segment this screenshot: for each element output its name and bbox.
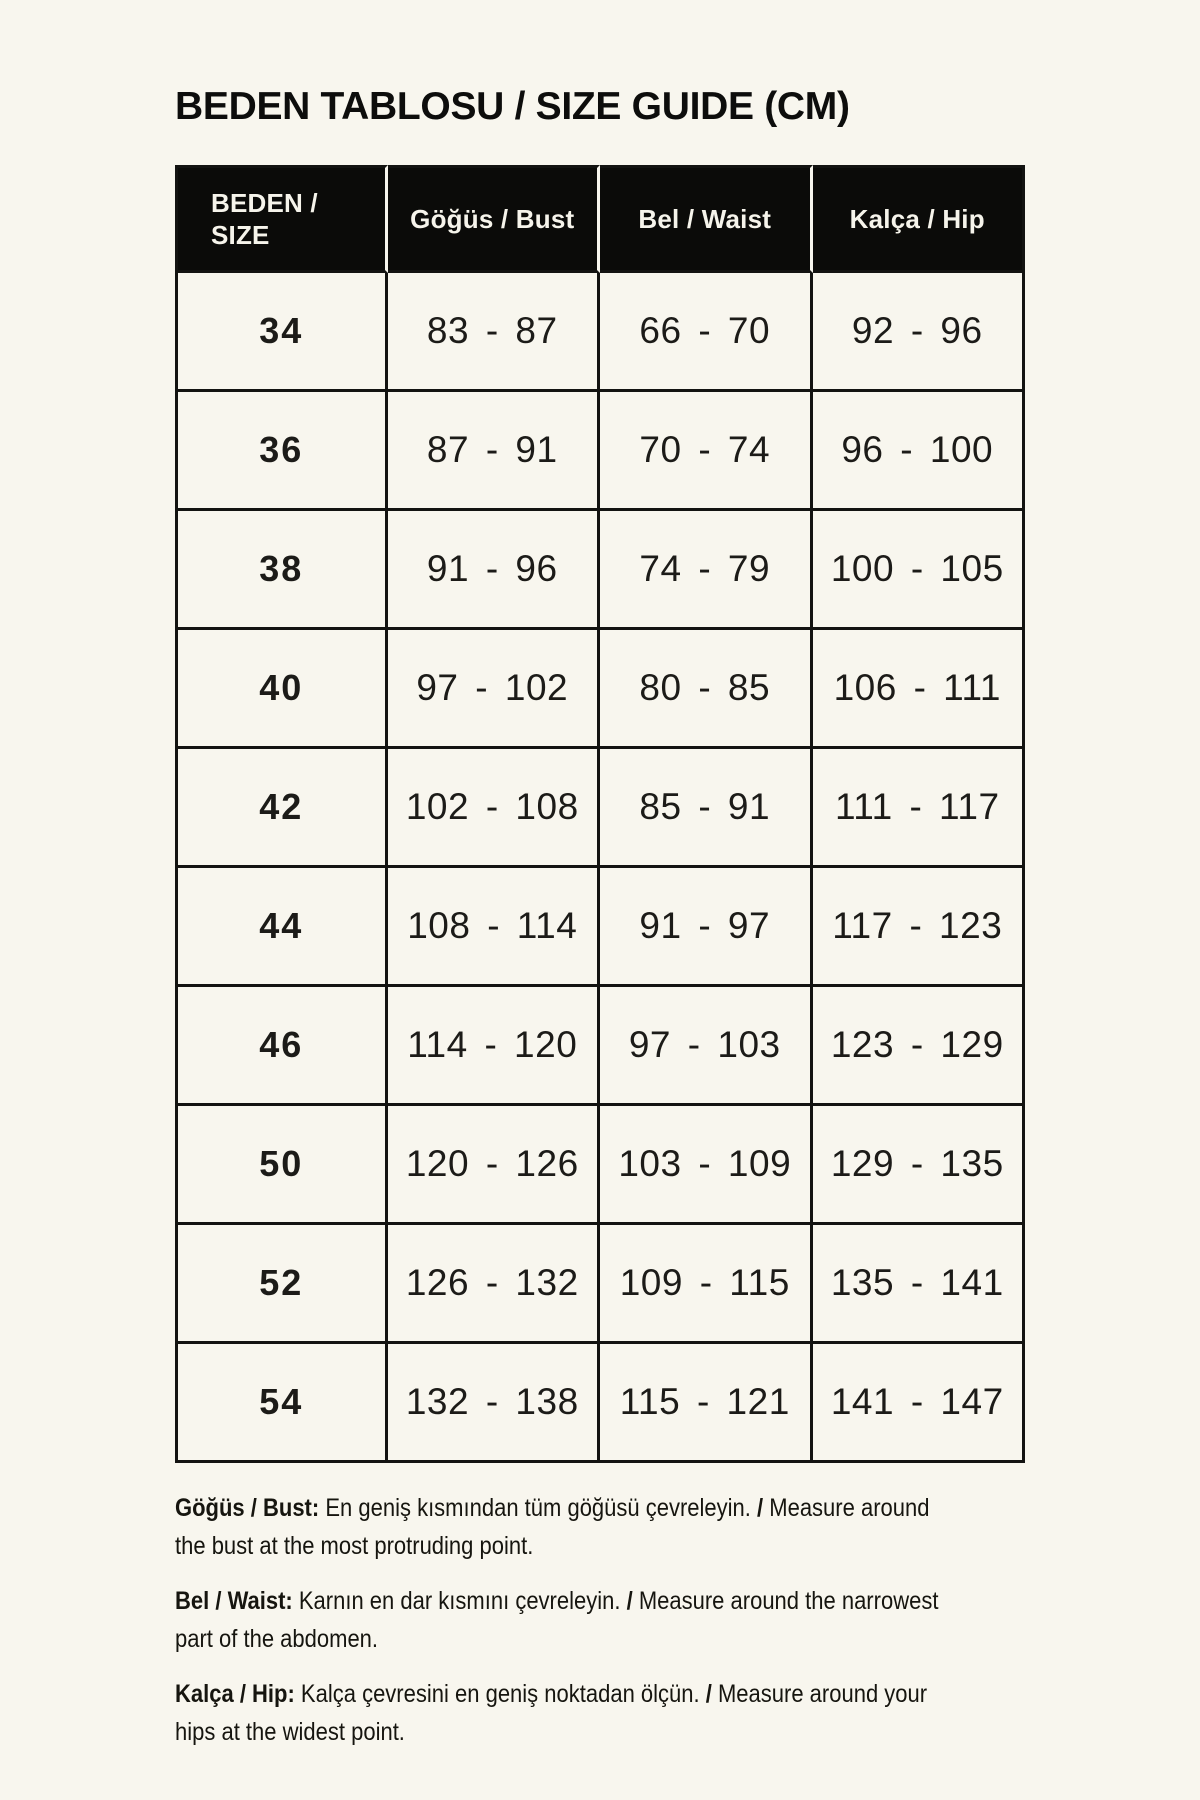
size-row-42: 42 102 - 108 85 - 91 111 - 117	[175, 749, 1025, 868]
note-text-segment: En geniş kısmından tüm göğüsü çevreleyin…	[319, 1494, 758, 1522]
bust-cell: 97 - 102	[387, 630, 600, 749]
size-table-body: 34 83 - 87 66 - 70 92 - 96 36 87 - 91 70 - 74 9…	[175, 273, 1025, 1463]
note-text-segment: hips at the widest point.	[175, 1718, 405, 1746]
note-text-segment: Karnın en dar kısmını çevreleyin.	[292, 1587, 627, 1615]
size-cell: 54	[175, 1344, 388, 1463]
hip-cell: 92 - 96	[812, 273, 1025, 392]
bust-cell: 126 - 132	[387, 1225, 600, 1344]
waist-cell: 103 - 109	[600, 1106, 813, 1225]
hip-cell: 111 - 117	[812, 749, 1025, 868]
measurement-note-2: Kalça / Hip: Kalça çevresini en geniş no…	[175, 1675, 1073, 1751]
bust-cell: 108 - 114	[387, 868, 600, 987]
note-line: the bust at the most protruding point.	[175, 1527, 1073, 1565]
waist-cell: 74 - 79	[600, 511, 813, 630]
hip-cell: 96 - 100	[812, 392, 1025, 511]
size-cell: 52	[175, 1225, 388, 1344]
note-text-segment: the bust at the most protruding point.	[175, 1532, 534, 1560]
note-text-segment: Measure around your	[711, 1680, 928, 1708]
note-bold-segment: /	[757, 1494, 764, 1522]
waist-cell: 115 - 121	[600, 1344, 813, 1463]
size-table: BEDEN / SIZE Göğüs / Bust Bel / Waist Kalça…	[175, 165, 1025, 1463]
hip-cell: 141 - 147	[812, 1344, 1025, 1463]
waist-cell: 70 - 74	[600, 392, 813, 511]
hip-cell: 117 - 123	[812, 868, 1025, 987]
measurement-note-1: Bel / Waist: Karnın en dar kısmını çevre…	[175, 1582, 1073, 1658]
size-row-34: 34 83 - 87 66 - 70 92 - 96	[175, 273, 1025, 392]
size-guide-page: BEDEN TABLOSU / SIZE GUIDE (CM) BEDEN / …	[175, 85, 1195, 1751]
note-text-segment: Measure around	[763, 1494, 930, 1522]
size-row-44: 44 108 - 114 91 - 97 117 - 123	[175, 868, 1025, 987]
size-row-46: 46 114 - 120 97 - 103 123 - 129	[175, 987, 1025, 1106]
column-header-hip: Kalça / Hip	[812, 165, 1025, 273]
waist-cell: 80 - 85	[600, 630, 813, 749]
size-table-header-row: BEDEN / SIZE Göğüs / Bust Bel / Waist Kalça…	[175, 165, 1025, 273]
bust-cell: 102 - 108	[387, 749, 600, 868]
size-row-50: 50 120 - 126 103 - 109 129 - 135	[175, 1106, 1025, 1225]
column-header-waist: Bel / Waist	[600, 165, 813, 273]
note-line: Bel / Waist: Karnın en dar kısmını çevre…	[175, 1582, 1073, 1620]
bust-cell: 120 - 126	[387, 1106, 600, 1225]
note-line: Göğüs / Bust: En geniş kısmından tüm göğ…	[175, 1489, 1073, 1527]
note-text-segment: part of the abdomen.	[175, 1625, 379, 1653]
note-text-segment: Kalça çevresini en geniş noktadan ölçün.	[294, 1680, 706, 1708]
size-cell: 46	[175, 987, 388, 1106]
hip-cell: 100 - 105	[812, 511, 1025, 630]
size-cell: 50	[175, 1106, 388, 1225]
note-bold-segment: Kalça / Hip:	[175, 1680, 295, 1708]
measurement-note-0: Göğüs / Bust: En geniş kısmından tüm göğ…	[175, 1489, 1073, 1565]
bust-cell: 114 - 120	[387, 987, 600, 1106]
size-cell: 44	[175, 868, 388, 987]
bust-cell: 83 - 87	[387, 273, 600, 392]
note-bold-segment: Göğüs / Bust:	[175, 1494, 320, 1522]
waist-cell: 66 - 70	[600, 273, 813, 392]
note-text-segment: Measure around the narrowest	[632, 1587, 939, 1615]
column-header-size: BEDEN / SIZE	[175, 165, 388, 273]
note-line: part of the abdomen.	[175, 1620, 1073, 1658]
measurement-notes: Göğüs / Bust: En geniş kısmından tüm göğ…	[175, 1489, 1195, 1751]
size-row-38: 38 91 - 96 74 - 79 100 - 105	[175, 511, 1025, 630]
page-title: BEDEN TABLOSU / SIZE GUIDE (CM)	[175, 85, 850, 128]
size-row-36: 36 87 - 91 70 - 74 96 - 100	[175, 392, 1025, 511]
size-cell: 36	[175, 392, 388, 511]
size-row-52: 52 126 - 132 109 - 115 135 - 141	[175, 1225, 1025, 1344]
size-cell: 40	[175, 630, 388, 749]
waist-cell: 97 - 103	[600, 987, 813, 1106]
bust-cell: 87 - 91	[387, 392, 600, 511]
column-header-bust: Göğüs / Bust	[387, 165, 600, 273]
hip-cell: 129 - 135	[812, 1106, 1025, 1225]
size-cell: 42	[175, 749, 388, 868]
note-bold-segment: Bel / Waist:	[175, 1587, 293, 1615]
size-cell: 38	[175, 511, 388, 630]
waist-cell: 109 - 115	[600, 1225, 813, 1344]
waist-cell: 91 - 97	[600, 868, 813, 987]
bust-cell: 91 - 96	[387, 511, 600, 630]
note-line: Kalça / Hip: Kalça çevresini en geniş no…	[175, 1675, 1073, 1713]
hip-cell: 106 - 111	[812, 630, 1025, 749]
waist-cell: 85 - 91	[600, 749, 813, 868]
size-row-40: 40 97 - 102 80 - 85 106 - 111	[175, 630, 1025, 749]
size-table-head: BEDEN / SIZE Göğüs / Bust Bel / Waist Kalça…	[175, 165, 1025, 273]
note-line: hips at the widest point.	[175, 1713, 1073, 1751]
hip-cell: 123 - 129	[812, 987, 1025, 1106]
size-cell: 34	[175, 273, 388, 392]
size-row-54: 54 132 - 138 115 - 121 141 - 147	[175, 1344, 1025, 1463]
bust-cell: 132 - 138	[387, 1344, 600, 1463]
note-bold-segment: /	[705, 1680, 712, 1708]
note-bold-segment: /	[626, 1587, 633, 1615]
hip-cell: 135 - 141	[812, 1225, 1025, 1344]
